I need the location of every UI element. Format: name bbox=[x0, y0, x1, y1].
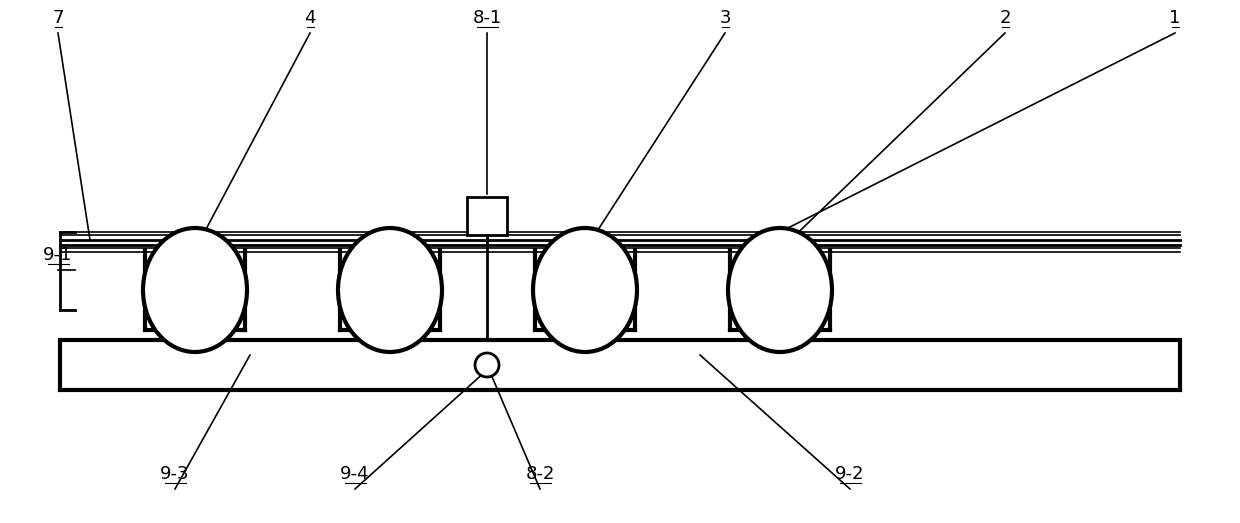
Text: 3: 3 bbox=[719, 9, 730, 27]
Text: 8-2: 8-2 bbox=[526, 465, 554, 483]
Bar bbox=[60, 340, 1180, 390]
Text: 4: 4 bbox=[304, 9, 316, 27]
Bar bbox=[467, 197, 507, 235]
Text: 9-2: 9-2 bbox=[836, 465, 864, 483]
Ellipse shape bbox=[143, 228, 247, 352]
Text: 9-4: 9-4 bbox=[340, 465, 370, 483]
Ellipse shape bbox=[728, 228, 832, 352]
Text: 9-3: 9-3 bbox=[160, 465, 190, 483]
Ellipse shape bbox=[339, 228, 441, 352]
Text: 8-1: 8-1 bbox=[472, 9, 502, 27]
Ellipse shape bbox=[475, 353, 498, 377]
Text: 1: 1 bbox=[1169, 9, 1180, 27]
Ellipse shape bbox=[533, 228, 637, 352]
Text: 2: 2 bbox=[999, 9, 1011, 27]
Text: 9-1: 9-1 bbox=[43, 246, 73, 264]
Text: 7: 7 bbox=[52, 9, 63, 27]
